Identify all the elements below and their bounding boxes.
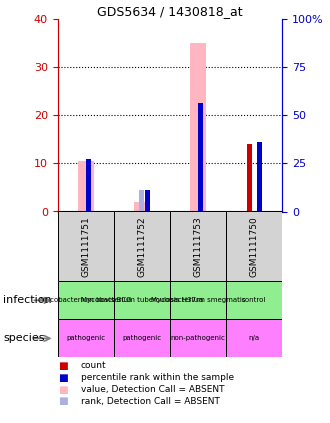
- Bar: [58, 212, 114, 281]
- Bar: [114, 319, 170, 357]
- Bar: [114, 212, 170, 281]
- Bar: [226, 319, 282, 357]
- Text: non-pathogenic: non-pathogenic: [171, 335, 225, 341]
- Text: GSM1111751: GSM1111751: [81, 216, 90, 277]
- Bar: [58, 281, 114, 319]
- Bar: [226, 212, 282, 281]
- Bar: [145, 190, 150, 212]
- Text: rank, Detection Call = ABSENT: rank, Detection Call = ABSENT: [81, 397, 220, 406]
- Text: ■: ■: [58, 373, 68, 383]
- Bar: [78, 161, 94, 212]
- Text: GSM1111752: GSM1111752: [137, 216, 147, 277]
- Bar: [247, 144, 251, 212]
- Text: GSM1111753: GSM1111753: [193, 216, 203, 277]
- Bar: [170, 281, 226, 319]
- Text: ■: ■: [58, 385, 68, 395]
- Bar: [134, 202, 150, 212]
- Bar: [170, 212, 226, 281]
- Bar: [85, 159, 90, 212]
- Title: GDS5634 / 1430818_at: GDS5634 / 1430818_at: [97, 5, 243, 18]
- Text: percentile rank within the sample: percentile rank within the sample: [81, 373, 234, 382]
- Bar: [170, 319, 226, 357]
- Text: ■: ■: [58, 361, 68, 371]
- Text: pathogenic: pathogenic: [122, 335, 161, 341]
- Bar: [58, 319, 114, 357]
- Text: Mycobacterium tuberculosis H37ra: Mycobacterium tuberculosis H37ra: [81, 297, 203, 303]
- Bar: [114, 281, 170, 319]
- Text: ■: ■: [58, 396, 68, 407]
- Text: control: control: [242, 297, 266, 303]
- Text: GSM1111750: GSM1111750: [249, 216, 259, 277]
- Bar: [257, 142, 262, 212]
- Text: pathogenic: pathogenic: [66, 335, 105, 341]
- Bar: [139, 190, 145, 212]
- Text: Mycobacterium bovis BCG: Mycobacterium bovis BCG: [40, 297, 132, 303]
- Text: value, Detection Call = ABSENT: value, Detection Call = ABSENT: [81, 385, 224, 394]
- Bar: [226, 281, 282, 319]
- Text: n/a: n/a: [248, 335, 260, 341]
- Text: count: count: [81, 361, 107, 371]
- Text: species: species: [3, 333, 45, 343]
- Text: infection: infection: [3, 295, 52, 305]
- Text: Mycobacterium smegmatis: Mycobacterium smegmatis: [151, 297, 245, 303]
- Bar: [190, 43, 206, 212]
- Bar: [198, 103, 203, 212]
